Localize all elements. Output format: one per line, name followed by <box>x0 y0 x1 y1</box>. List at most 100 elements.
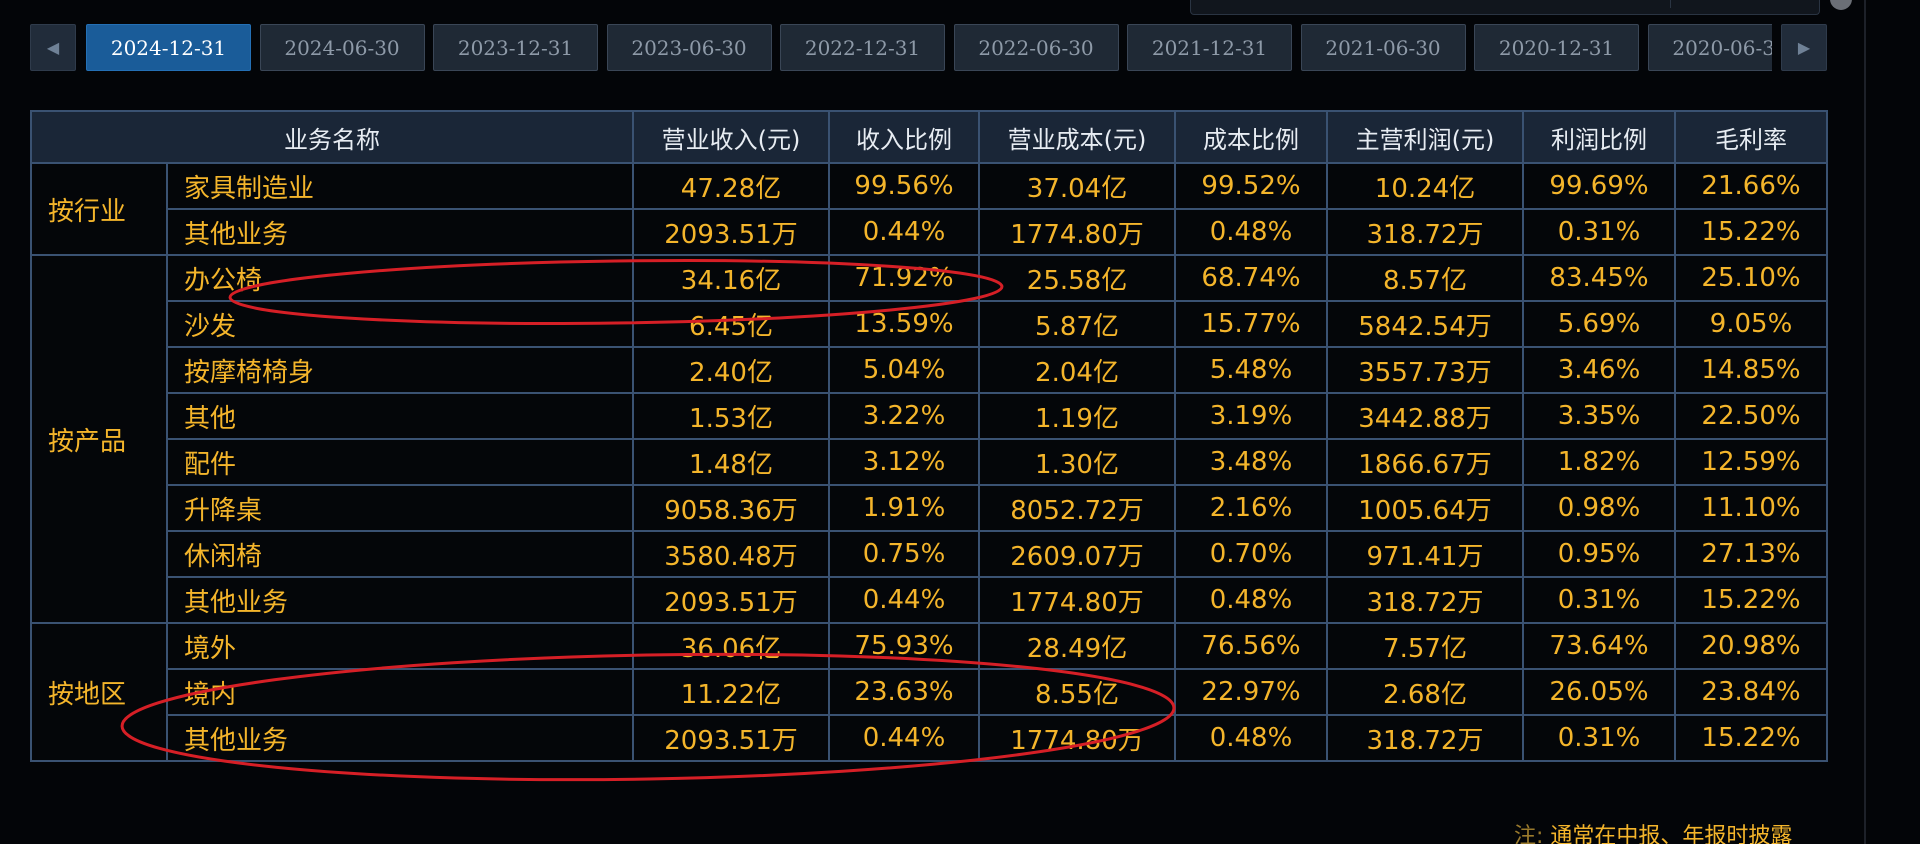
business-name-cell: 境外 <box>166 622 634 670</box>
value-cell: 1.30亿 <box>978 438 1176 486</box>
group-label: 按地区 <box>30 622 168 762</box>
value-cell: 2093.51万 <box>632 714 830 762</box>
value-cell: 75.93% <box>828 622 980 670</box>
value-cell: 0.31% <box>1522 208 1676 256</box>
column-header: 成本比例 <box>1174 110 1328 164</box>
value-cell: 2.68亿 <box>1326 668 1524 716</box>
footnote: 注: 通常在中报、年报时披露 <box>1514 818 1792 844</box>
date-tab-2022-06-30[interactable]: 2022-06-30 <box>953 24 1119 71</box>
table-row: 其他业务 2093.51万 0.44% 1774.80万 0.48% 318.72万 0.3… <box>31 208 1828 256</box>
date-tab-2022-12-31[interactable]: 2022-12-31 <box>780 24 945 71</box>
value-cell: 1005.64万 <box>1326 484 1524 532</box>
value-cell: 83.45% <box>1522 254 1676 302</box>
value-cell: 2609.07万 <box>978 530 1176 578</box>
top-search-box[interactable] <box>1190 0 1820 15</box>
tabs-prev-button[interactable]: ◀ <box>30 24 76 71</box>
value-cell: 0.95% <box>1522 530 1676 578</box>
value-cell: 15.22% <box>1674 576 1828 624</box>
column-header: 营业收入(元) <box>632 110 830 164</box>
value-cell: 36.06亿 <box>632 622 830 670</box>
date-tabbar: ◀ 2024-12-31 2024-06-30 2023-12-31 2023-06-… <box>30 24 1827 72</box>
date-tab-2020-06-30[interactable]: 2020-06-30 <box>1647 24 1772 71</box>
value-cell: 99.56% <box>828 162 980 210</box>
table-row: 配件 1.48亿 3.12% 1.30亿 3.48% 1866.67万 1.82% 12.59… <box>31 438 1828 486</box>
value-cell: 3.22% <box>828 392 980 440</box>
column-header: 收入比例 <box>828 110 980 164</box>
business-name-cell: 沙发 <box>166 300 634 348</box>
chevron-right-icon: ▶ <box>1797 38 1811 57</box>
date-tab-2023-06-30[interactable]: 2023-06-30 <box>606 24 772 71</box>
table-row: 按产品 办公椅 34.16亿 71.92% 25.58亿 68.74% 8.57亿 83.45… <box>30 254 1828 624</box>
value-cell: 1774.80万 <box>978 714 1176 762</box>
value-cell: 0.48% <box>1174 208 1328 256</box>
value-cell: 23.63% <box>828 668 980 716</box>
business-name-cell: 按摩椅椅身 <box>166 346 634 394</box>
value-cell: 21.66% <box>1674 162 1828 210</box>
value-cell: 1.91% <box>828 484 980 532</box>
value-cell: 73.64% <box>1522 622 1676 670</box>
value-cell: 8.57亿 <box>1326 254 1524 302</box>
value-cell: 971.41万 <box>1326 530 1524 578</box>
business-name-cell: 休闲椅 <box>166 530 634 578</box>
value-cell: 12.59% <box>1674 438 1828 486</box>
value-cell: 3580.48万 <box>632 530 830 578</box>
value-cell: 22.97% <box>1174 668 1328 716</box>
value-cell: 5.48% <box>1174 346 1328 394</box>
value-cell: 15.77% <box>1174 300 1328 348</box>
business-name-cell: 升降桌 <box>166 484 634 532</box>
table-row: 升降桌 9058.36万 1.91% 8052.72万 2.16% 1005.64万 0.9… <box>31 484 1828 532</box>
value-cell: 2093.51万 <box>632 576 830 624</box>
date-tab-2021-12-31[interactable]: 2021-12-31 <box>1127 24 1292 71</box>
value-cell: 0.48% <box>1174 714 1328 762</box>
business-name-cell: 其他业务 <box>166 208 634 256</box>
table-row: 沙发 6.45亿 13.59% 5.87亿 15.77% 5842.54万 5.69% 9.0… <box>31 300 1828 348</box>
value-cell: 10.24亿 <box>1326 162 1524 210</box>
table-row: 境内 11.22亿 23.63% 8.55亿 22.97% 2.68亿 26.05% 23.8… <box>31 668 1828 716</box>
help-icon[interactable] <box>1830 0 1852 10</box>
value-cell: 0.48% <box>1174 576 1328 624</box>
column-header: 毛利率 <box>1674 110 1828 164</box>
value-cell: 1774.80万 <box>978 576 1176 624</box>
value-cell: 25.10% <box>1674 254 1828 302</box>
date-tab-2024-12-31[interactable]: 2024-12-31 <box>86 24 251 71</box>
date-tab-2021-06-30[interactable]: 2021-06-30 <box>1300 24 1466 71</box>
value-cell: 5842.54万 <box>1326 300 1524 348</box>
value-cell: 8.55亿 <box>978 668 1176 716</box>
table-row: 其他 1.53亿 3.22% 1.19亿 3.19% 3442.88万 3.35% 22.50… <box>31 392 1828 440</box>
date-tabs: 2024-12-31 2024-06-30 2023-12-31 2023-06-30… <box>86 24 1772 72</box>
value-cell: 3.12% <box>828 438 980 486</box>
date-tab-2024-06-30[interactable]: 2024-06-30 <box>259 24 425 71</box>
value-cell: 1.82% <box>1522 438 1676 486</box>
value-cell: 15.22% <box>1674 208 1828 256</box>
search-button-segment[interactable] <box>1670 0 1811 8</box>
date-tab-2020-12-31[interactable]: 2020-12-31 <box>1474 24 1639 71</box>
value-cell: 5.69% <box>1522 300 1676 348</box>
value-cell: 5.87亿 <box>978 300 1176 348</box>
table-row: 其他业务 2093.51万 0.44% 1774.80万 0.48% 318.72万 0.3… <box>31 576 1828 624</box>
value-cell: 0.44% <box>828 576 980 624</box>
value-cell: 99.69% <box>1522 162 1676 210</box>
column-header: 营业成本(元) <box>978 110 1176 164</box>
business-name-cell: 办公椅 <box>166 254 634 302</box>
value-cell: 26.05% <box>1522 668 1676 716</box>
value-cell: 8052.72万 <box>978 484 1176 532</box>
business-name-cell: 其他业务 <box>166 576 634 624</box>
tabs-next-button[interactable]: ▶ <box>1781 24 1827 71</box>
value-cell: 27.13% <box>1674 530 1828 578</box>
date-tab-2023-12-31[interactable]: 2023-12-31 <box>433 24 598 71</box>
table-row: 按行业 家具制造业 47.28亿 99.56% 37.04亿 99.52% 10.24亿 99… <box>30 162 1828 256</box>
value-cell: 25.58亿 <box>978 254 1176 302</box>
value-cell: 22.50% <box>1674 392 1828 440</box>
value-cell: 14.85% <box>1674 346 1828 394</box>
value-cell: 9.05% <box>1674 300 1828 348</box>
value-cell: 0.31% <box>1522 576 1676 624</box>
table-row: 按地区 境外 36.06亿 75.93% 28.49亿 76.56% 7.57亿 73.64%… <box>30 622 1828 762</box>
chevron-left-icon: ◀ <box>46 38 60 57</box>
footnote-label: 注: <box>1514 824 1544 844</box>
value-cell: 3.35% <box>1522 392 1676 440</box>
table-header-row: 业务名称 营业收入(元) 收入比例 营业成本(元) 成本比例 主营利润(元) 利润比例 毛利率 <box>30 110 1828 164</box>
business-name-cell: 境内 <box>166 668 634 716</box>
value-cell: 23.84% <box>1674 668 1828 716</box>
value-cell: 20.98% <box>1674 622 1828 670</box>
value-cell: 0.98% <box>1522 484 1676 532</box>
